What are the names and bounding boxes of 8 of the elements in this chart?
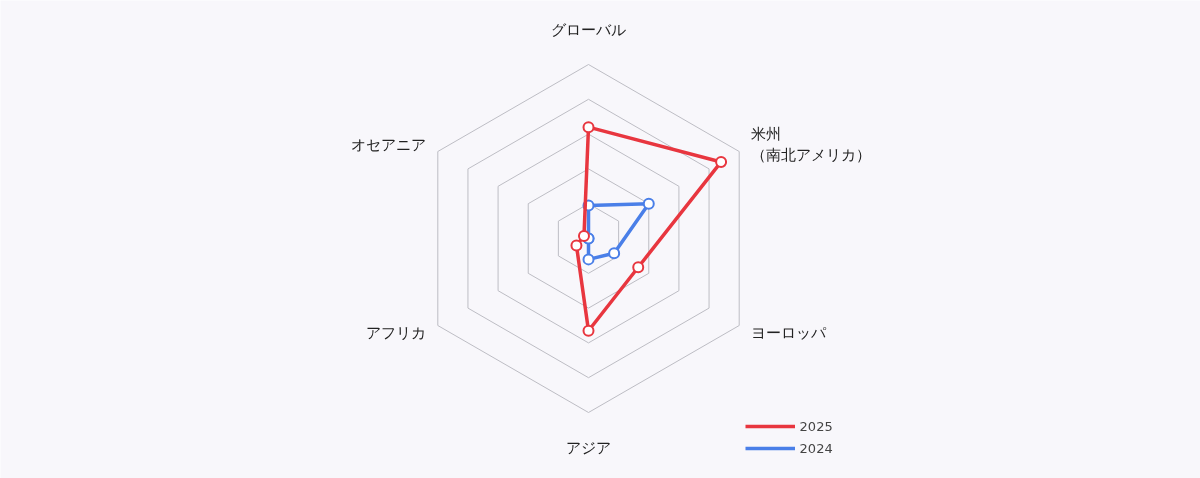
spoke-label: グローバル <box>551 20 626 39</box>
spoke-label: ヨーロッパ <box>751 323 828 342</box>
spoke-label: オセアニア <box>350 135 426 154</box>
legend-label: 2024 <box>799 440 833 456</box>
spoke-label: 米州（南北アメリカ） <box>751 124 872 165</box>
legend-label: 2025 <box>799 418 833 434</box>
spoke-label: アフリカ <box>365 323 426 342</box>
spoke-label: アジア <box>566 438 611 457</box>
